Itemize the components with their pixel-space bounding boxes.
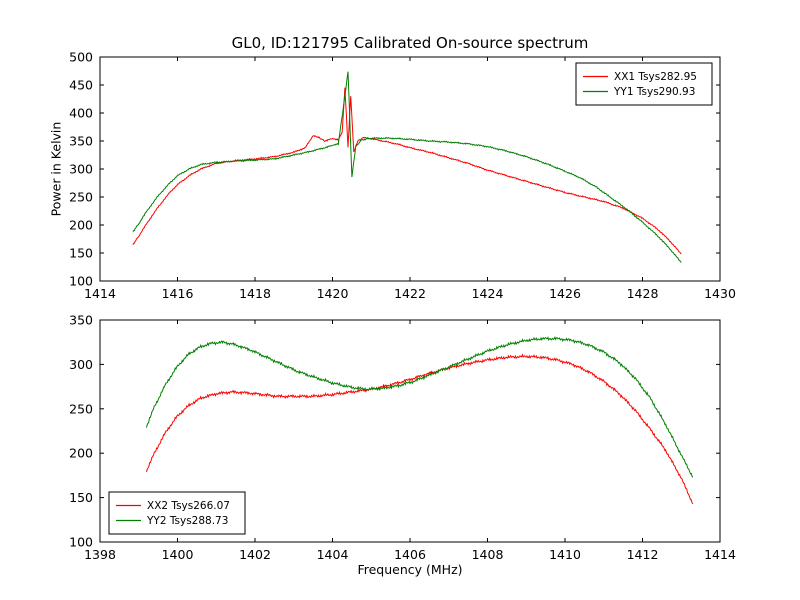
x-tick-label: 1400 — [162, 547, 194, 562]
x-tick-label: 1418 — [239, 286, 271, 301]
x-tick-label: 1422 — [394, 286, 426, 301]
x-tick-label: 1398 — [84, 547, 116, 562]
y-tick-label: 500 — [69, 50, 93, 65]
x-tick-label: 1416 — [162, 286, 194, 301]
top-ylabel: Power in Kelvin — [48, 121, 64, 217]
axes: 1398 1400 1402 1404 1406 1408 1410 1412 1414 100 1… — [69, 313, 736, 563]
legend-box — [108, 491, 246, 535]
y-tick-label: 250 — [69, 190, 93, 205]
y-tick-label: 200 — [69, 218, 93, 233]
series-line-yy1 — [132, 71, 682, 263]
bottom-xlabel: Frequency (MHz) — [357, 562, 463, 577]
series-line-yy2 — [146, 336, 694, 478]
legend-label: XX1 Tsys282.95 — [614, 71, 697, 83]
x-tick-label: 1426 — [549, 286, 581, 301]
x-tick-label: 1408 — [472, 547, 504, 562]
y-tick-label: 300 — [69, 162, 93, 177]
x-tick-label: 1404 — [317, 547, 349, 562]
x-tick-label: 1414 — [84, 286, 116, 301]
chart-title: GL0, ID:121795 Calibrated On-source spec… — [231, 34, 589, 52]
y-tick-label: 300 — [69, 357, 93, 372]
x-tick-label: 1410 — [549, 547, 581, 562]
y-tick-label: 150 — [69, 490, 93, 505]
series-line-xx1 — [132, 87, 682, 255]
x-tick-label: 1402 — [239, 547, 271, 562]
legend-label: XX2 Tsys266.07 — [147, 500, 230, 512]
x-tick-label: 1424 — [472, 286, 504, 301]
y-tick-label: 400 — [69, 106, 93, 121]
x-tick-label: 1412 — [627, 547, 659, 562]
legend-box — [575, 62, 713, 106]
axes: 1414 1416 1418 1420 1422 1424 1426 1428 1430 100 1… — [69, 50, 736, 302]
legend-label: YY2 Tsys288.73 — [146, 515, 228, 527]
y-tick-label: 150 — [69, 246, 93, 261]
y-tick-label: 100 — [69, 535, 93, 550]
y-tick-label: 450 — [69, 78, 93, 93]
y-tick-label: 100 — [69, 274, 93, 289]
x-tick-label: 1414 — [704, 547, 736, 562]
legend-label: YY1 Tsys290.93 — [613, 86, 695, 98]
series-line-xx2 — [146, 353, 694, 505]
x-tick-label: 1420 — [317, 286, 349, 301]
x-tick-label: 1406 — [394, 547, 426, 562]
y-tick-label: 250 — [69, 401, 93, 416]
y-tick-label: 200 — [69, 446, 93, 461]
x-tick-label: 1430 — [704, 286, 736, 301]
y-tick-label: 350 — [69, 313, 93, 328]
y-tick-label: 350 — [69, 134, 93, 149]
x-tick-label: 1428 — [627, 286, 659, 301]
